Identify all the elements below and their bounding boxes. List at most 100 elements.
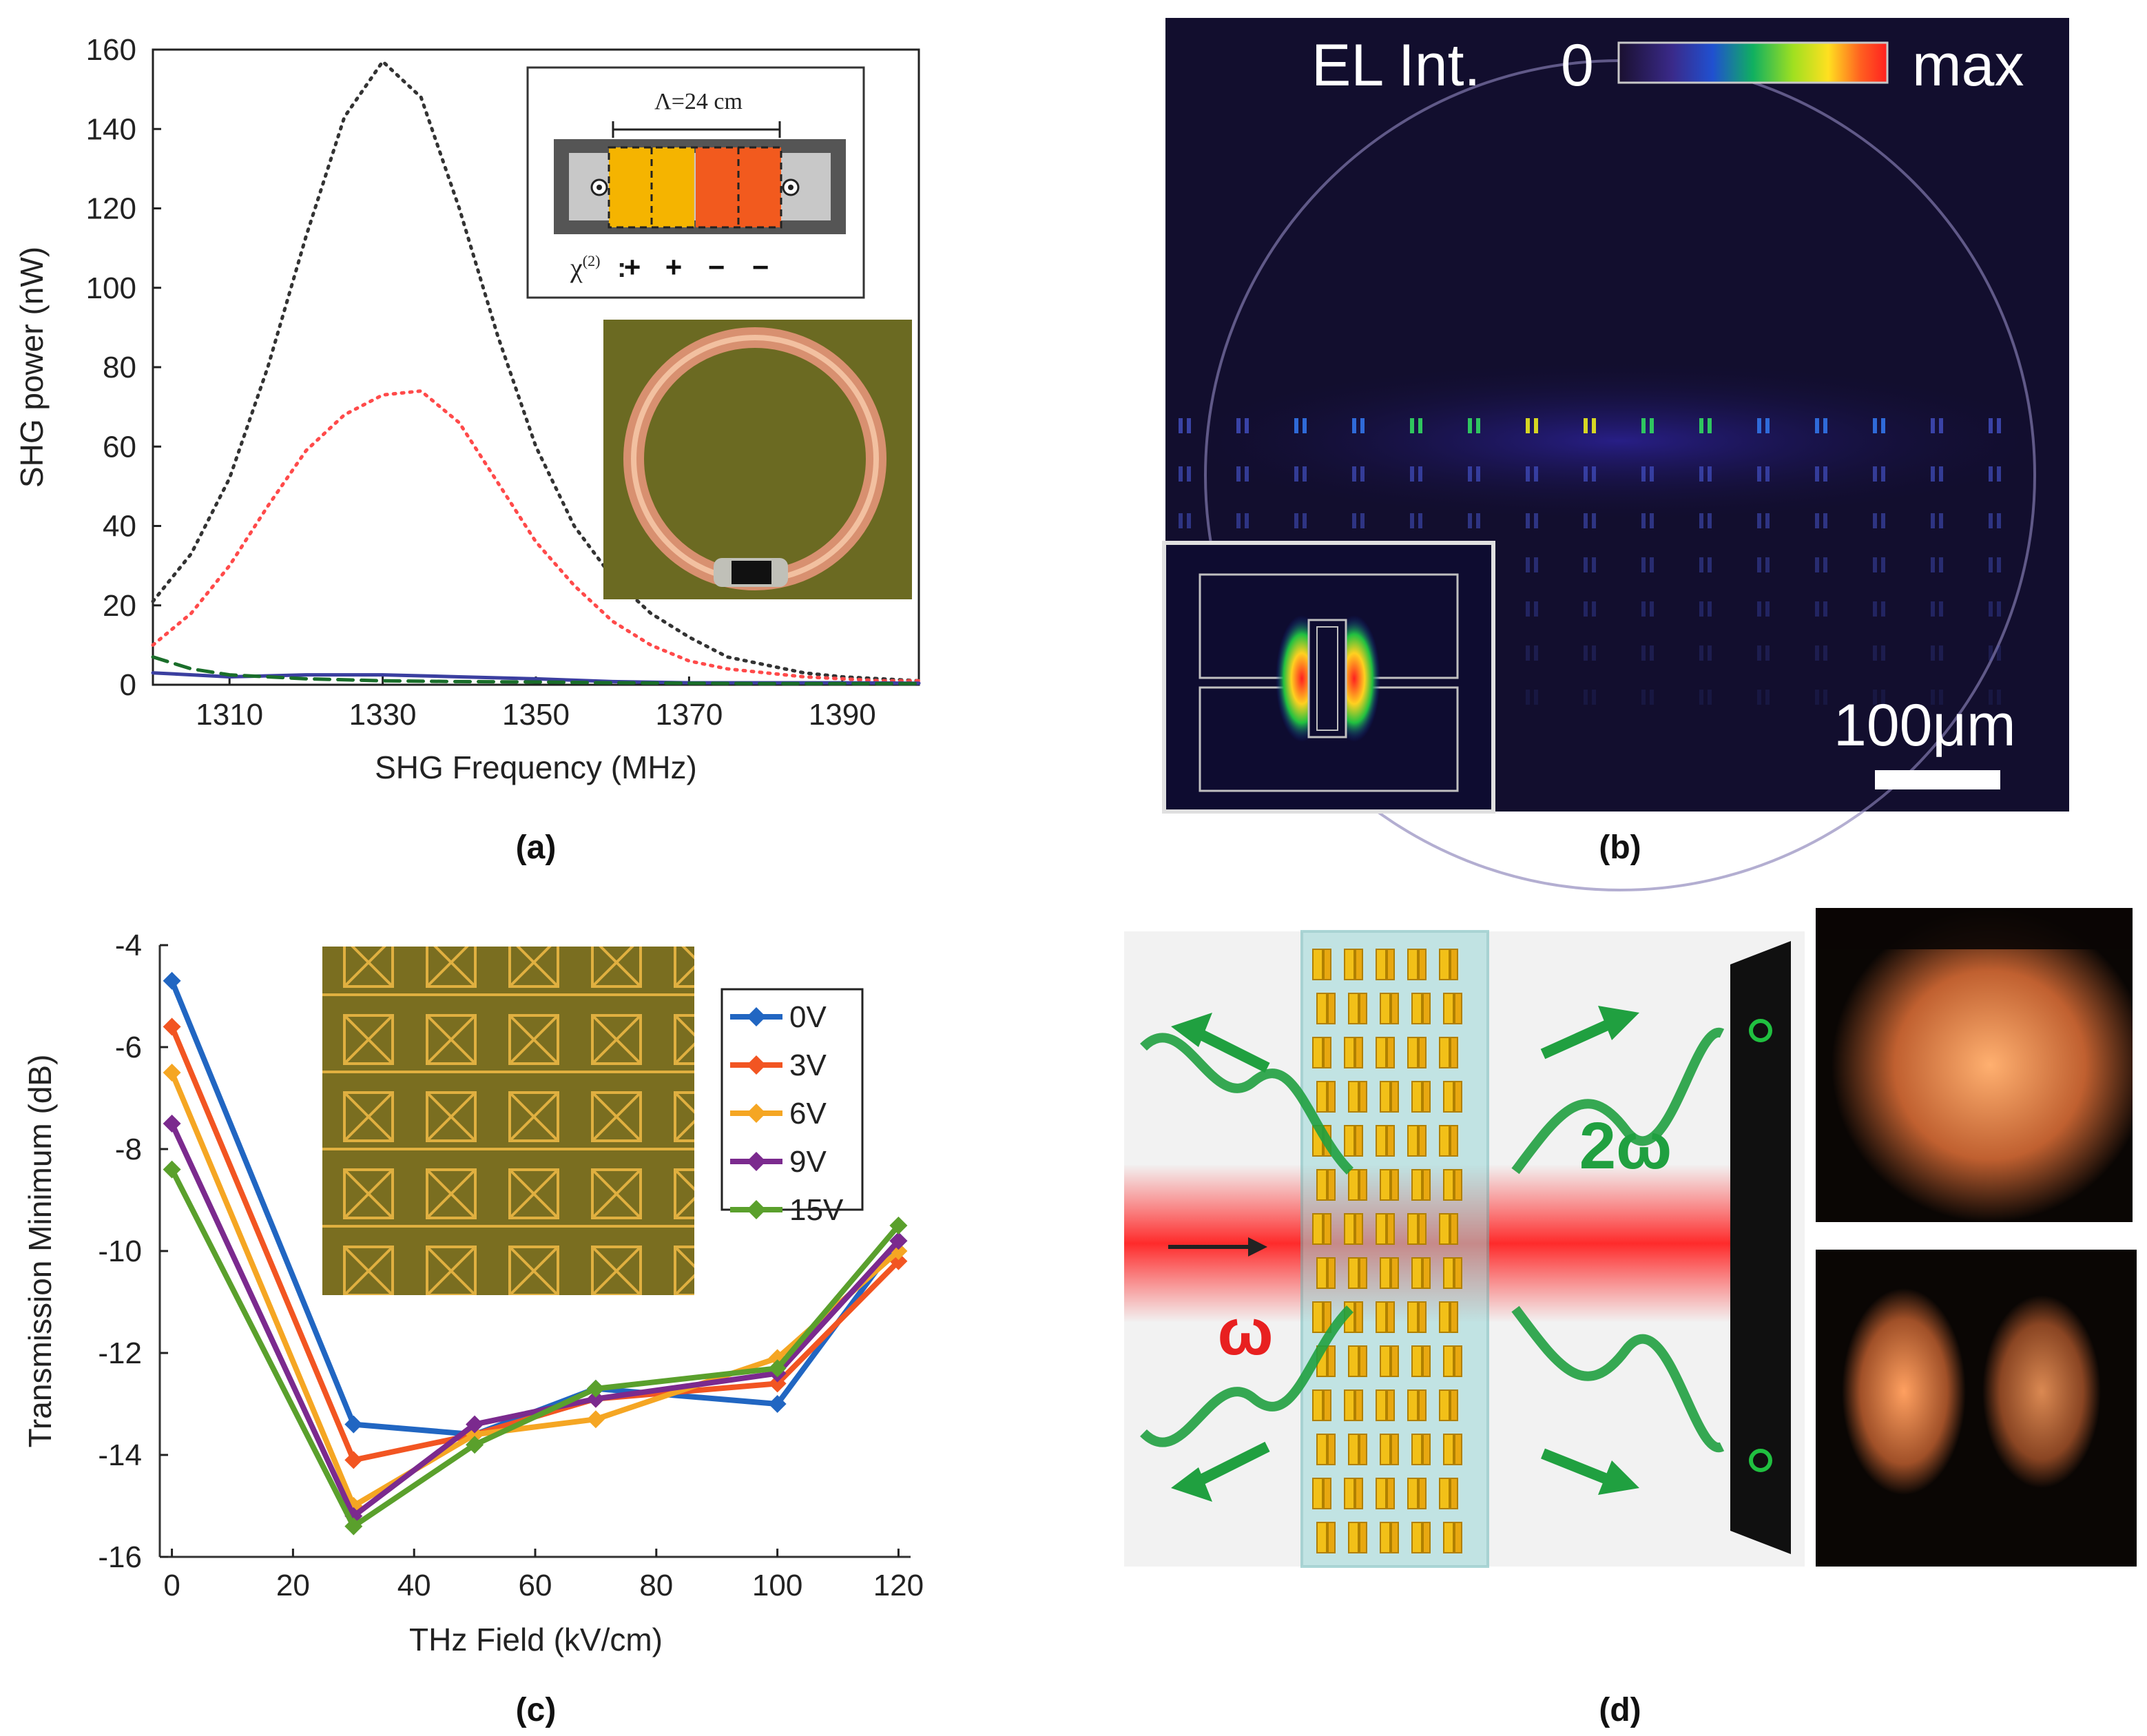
x-tick-label-c: 20 [276, 1569, 310, 1602]
data-point-9V [889, 1232, 908, 1250]
panel-label-c: (c) [516, 1692, 557, 1728]
metamaterial-photo-inset [322, 947, 694, 1295]
legend-label-3V: 3V [789, 1048, 827, 1082]
x-tick-label-c: 40 [397, 1569, 431, 1602]
x-axis-label-c: THz Field (kV/cm) [409, 1622, 663, 1657]
y-tick-label-c: -6 [115, 1031, 142, 1064]
series-line-black-dotted [151, 59, 921, 683]
scale-bar-label: 100μm [1834, 692, 2016, 758]
period-label: Λ=24 cm [654, 89, 743, 114]
data-point-6V [586, 1410, 605, 1429]
y-tick-label-c: -14 [98, 1438, 142, 1472]
y-tick-label-c: -8 [115, 1133, 142, 1166]
data-point-3V [768, 1374, 787, 1393]
sign-4: − [752, 251, 769, 283]
metasurface-slab [1300, 930, 1489, 1568]
x-tick-label-c: 80 [639, 1569, 673, 1602]
panel-label-a: (a) [516, 829, 557, 866]
panel-b: EL Int. 0 max 100μm (b) [1162, 18, 2073, 891]
data-point-9V [466, 1415, 484, 1434]
x-tick-label-c: 100 [752, 1569, 802, 1602]
y-tick-label-c: -10 [98, 1234, 142, 1268]
data-point-3V [163, 1017, 181, 1036]
chi-label: χ(2) [570, 252, 600, 283]
camera-image-top [1816, 908, 2133, 1222]
panel-label-b: (b) [1599, 829, 1641, 866]
y-axis-label-c: Transmission Minimum (dB) [22, 1055, 58, 1448]
panel-d: ω 2ω (d) [1124, 908, 2137, 1728]
x-tick-label-c: 0 [163, 1569, 180, 1602]
y-tick-label-a: 0 [120, 668, 136, 702]
x-tick-label-c: 60 [519, 1569, 552, 1602]
panel-label-d: (d) [1599, 1692, 1641, 1728]
series-line-green-dashed [151, 655, 921, 685]
legend-marker-9V [747, 1152, 766, 1171]
y-tick-label-a: 40 [103, 510, 136, 544]
poling-schematic-inset: Λ=24 cm χ(2) : + + − − [526, 66, 865, 299]
legend-label-0V: 0V [789, 1000, 827, 1034]
data-point-15V [344, 1517, 363, 1536]
direction-arrows [1171, 1006, 1639, 1502]
legend-label-6V: 6V [789, 1097, 827, 1130]
data-point-0V [344, 1415, 363, 1434]
metasurface-elements [1312, 949, 1462, 1553]
y-tick-label-c: -4 [115, 929, 142, 962]
field-simulation-inset [1162, 541, 1495, 814]
y-tick-label-a: 140 [86, 112, 136, 146]
x-axis-label-a: SHG Frequency (MHz) [375, 750, 697, 785]
y-tick-label-c: -12 [98, 1336, 142, 1370]
omega-label: ω [1217, 1295, 1273, 1369]
data-point-15V [586, 1379, 605, 1398]
legend-marker-3V [747, 1055, 766, 1075]
data-point-15V [163, 1160, 181, 1179]
x-tick-label-c: 120 [873, 1569, 924, 1602]
data-point-0V [163, 971, 181, 990]
data-point-9V [586, 1389, 605, 1408]
y-tick-label-a: 120 [86, 192, 136, 226]
sign-3: − [708, 251, 725, 283]
scale-bar [1875, 770, 2000, 789]
legend-label-9V: 9V [789, 1145, 827, 1179]
y-tick-label-c: -16 [98, 1540, 142, 1574]
series-line-9V [169, 1122, 901, 1519]
series-line-15V [169, 1168, 901, 1529]
legend-label-15V: 15V [789, 1193, 844, 1227]
sign-1: + [624, 251, 641, 283]
data-point-15V [768, 1359, 787, 1378]
y-tick-label-a: 20 [103, 589, 136, 623]
two-omega-label: 2ω [1579, 1109, 1672, 1183]
x-tick-label-a: 1350 [502, 698, 570, 732]
colorbar [1617, 41, 1889, 84]
series-line-red-dotted [151, 389, 921, 683]
detector-screen [1730, 941, 1791, 1554]
ring-resonator-photo-inset [603, 320, 912, 599]
svg-text::: : [617, 253, 626, 283]
legend-c: 0V 3V 6V 9V 15V [720, 988, 864, 1227]
panel-a: 1310 1330 1350 1370 1390 0 20 40 60 80 100 120 140 16… [14, 33, 921, 866]
data-point-6V [163, 1064, 181, 1082]
y-tick-label-a: 100 [86, 271, 136, 305]
y-axis-label-a: SHG power (nW) [14, 247, 50, 488]
sh-beams [1140, 1027, 1725, 1453]
x-tick-label-a: 1390 [809, 698, 876, 732]
y-tick-label-a: 80 [103, 351, 136, 384]
colorbar-min: 0 [1561, 32, 1594, 99]
legend-marker-6V [747, 1104, 766, 1123]
data-point-15V [889, 1217, 908, 1234]
y-tick-label-a: 160 [86, 33, 136, 67]
x-tick-label-a: 1370 [655, 698, 723, 732]
data-point-0V [768, 1395, 787, 1413]
x-tick-label-a: 1310 [196, 698, 263, 732]
data-point-15V [466, 1436, 484, 1454]
legend-marker-15V [747, 1200, 766, 1219]
legend-marker-0V [747, 1007, 766, 1026]
colorbar-title: EL Int. [1311, 32, 1480, 99]
data-point-3V [344, 1451, 363, 1469]
sign-2: + [665, 251, 683, 283]
x-tick-label-a: 1330 [349, 698, 417, 732]
y-tick-label-a: 60 [103, 430, 136, 464]
colorbar-max: max [1912, 32, 2024, 99]
panel-c: 0 20 40 60 80 100 120 -4 -6 -8 -10 -12 -14 -16 0V 3V 6V… [22, 929, 924, 1728]
data-point-9V [163, 1115, 181, 1133]
